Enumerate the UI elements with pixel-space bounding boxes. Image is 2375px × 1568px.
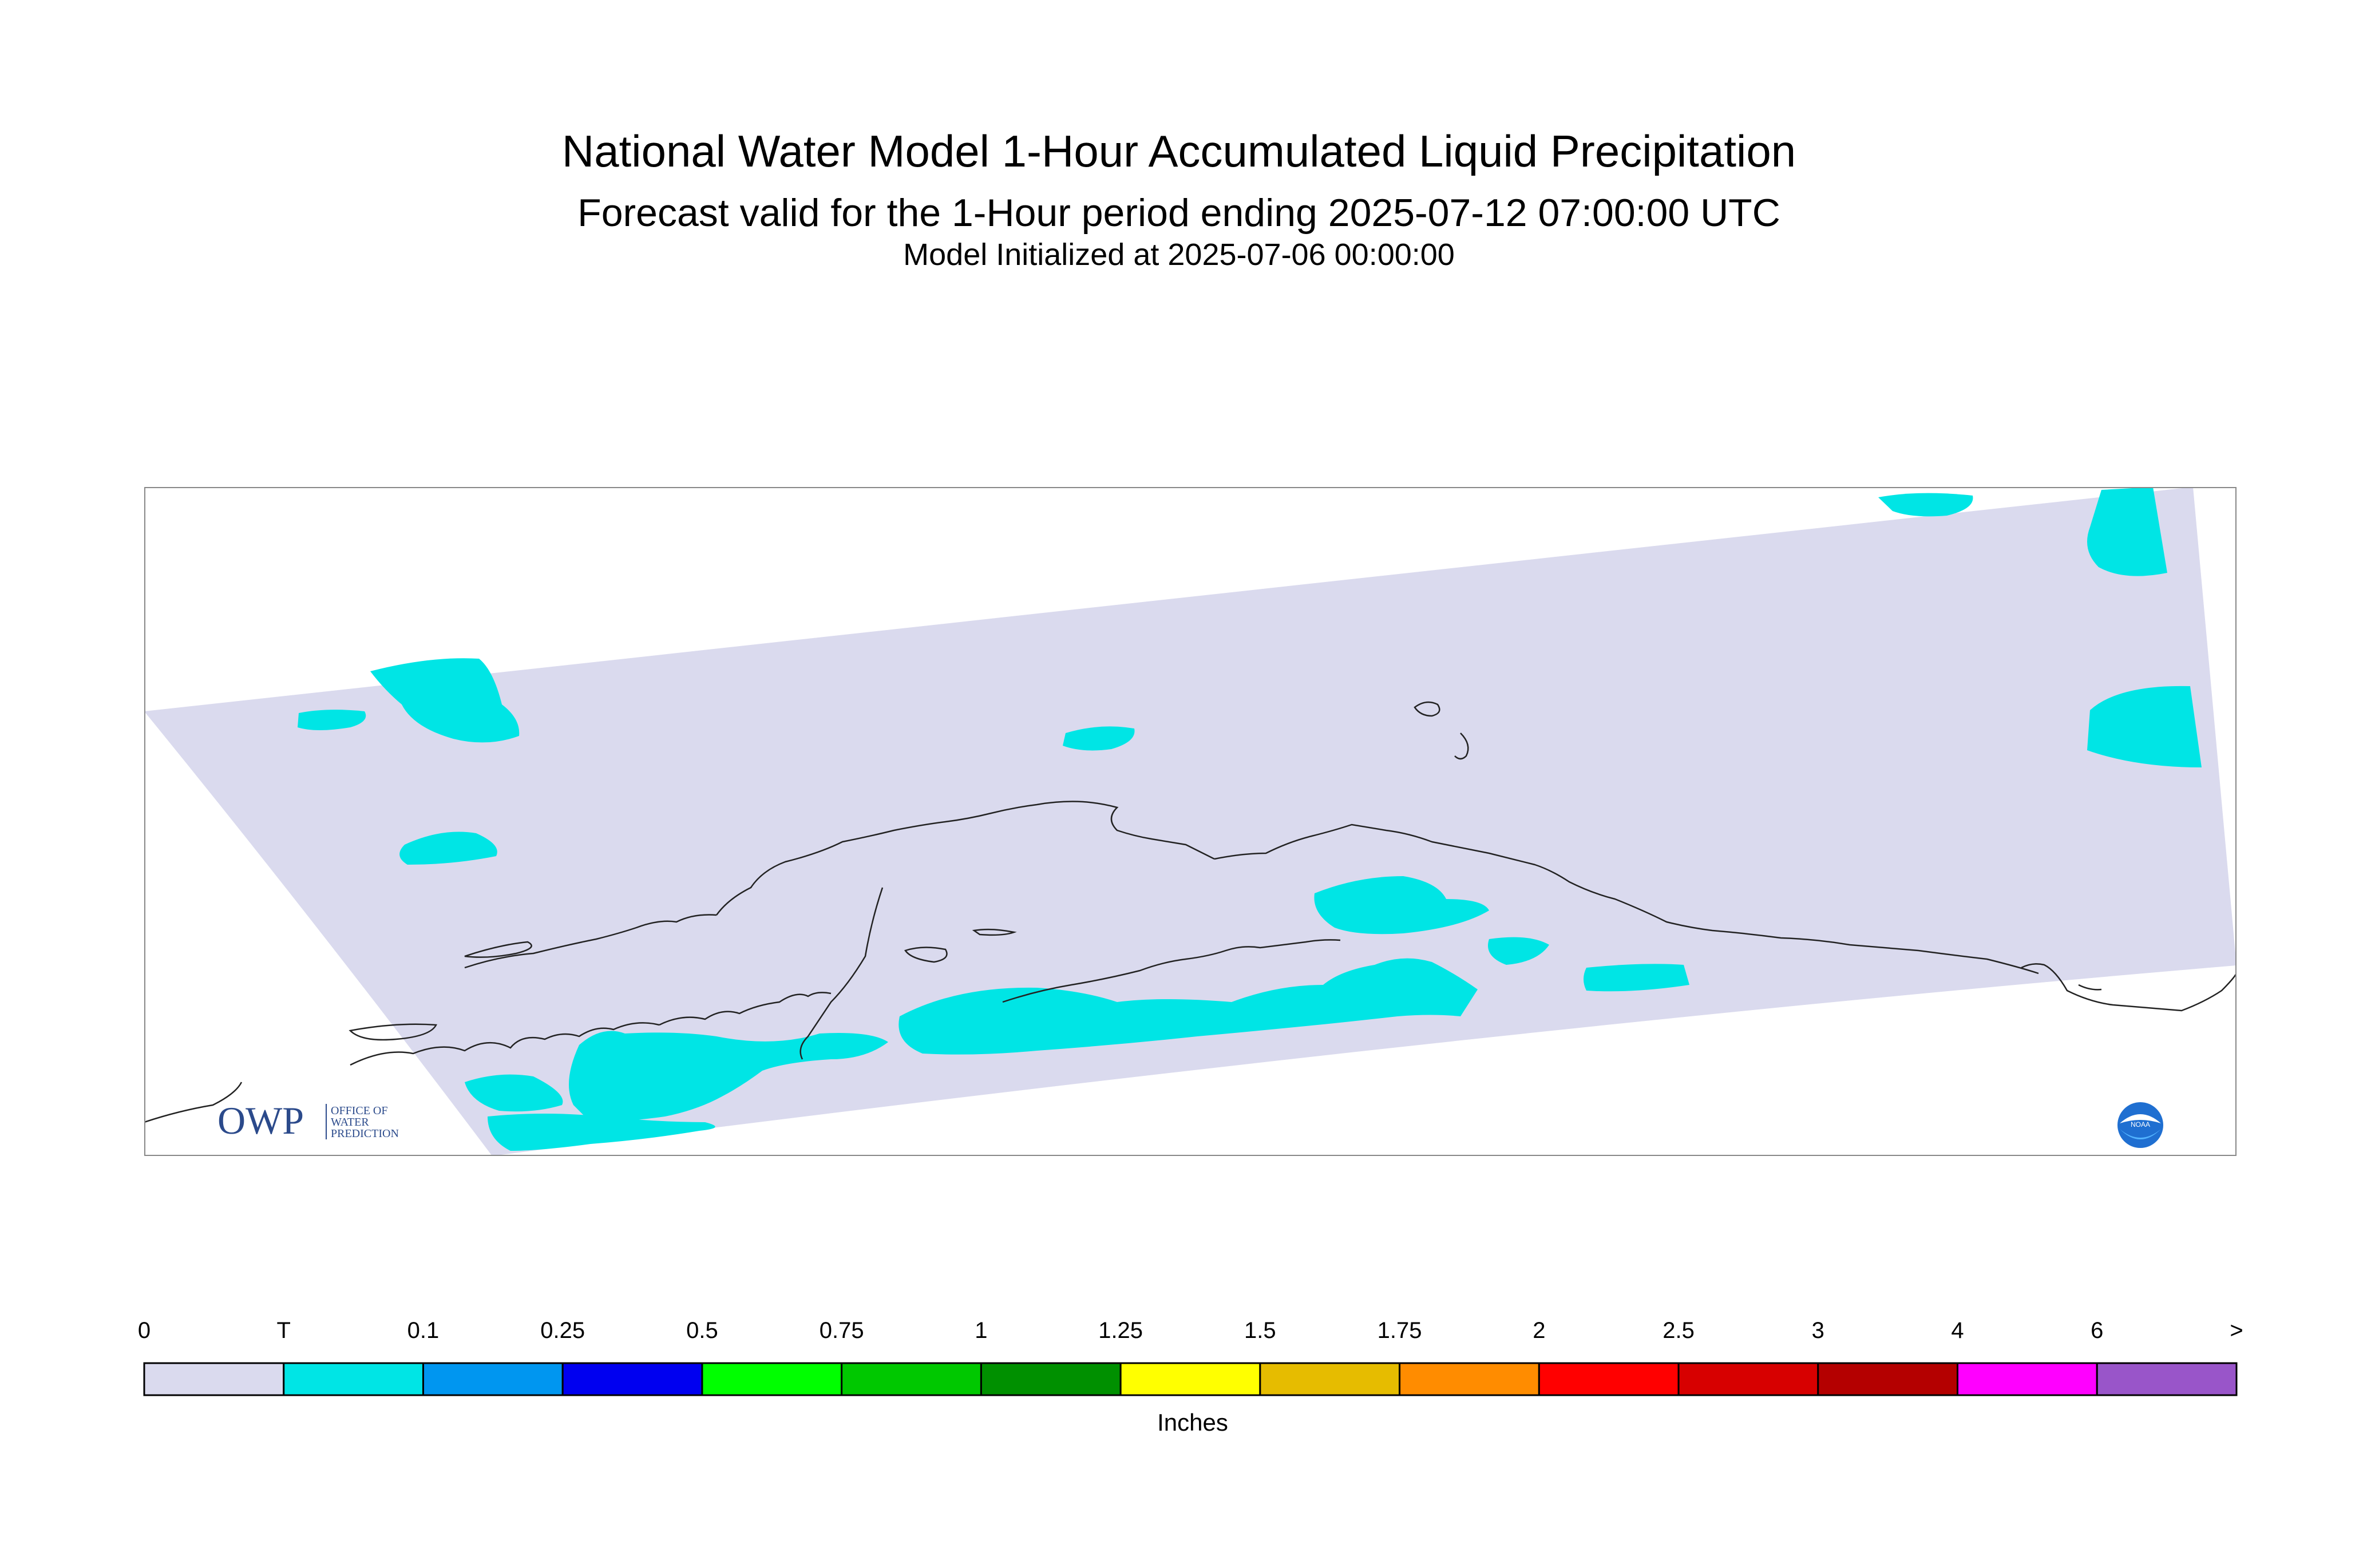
noaa-emblem-sea — [2120, 1129, 2161, 1139]
legend-tick-label: 1.25 — [1098, 1318, 1143, 1343]
legend-swatch — [1957, 1362, 2098, 1396]
coastline — [350, 1022, 660, 1066]
precip-area — [898, 958, 1478, 1055]
forecast-valid-subtitle: Forecast valid for the 1-Hour period end… — [577, 191, 1780, 235]
precipitation-map: OWP OFFICE OF WATER PREDICTION NOAA — [144, 487, 2237, 1156]
legend-swatch — [283, 1362, 424, 1396]
coastline — [464, 914, 717, 969]
coastline — [1214, 823, 2039, 975]
legend-tick-label: 0.5 — [686, 1318, 718, 1343]
owp-logo: OWP OFFICE OF WATER PREDICTION — [217, 1099, 399, 1142]
legend-tick-label: 0.75 — [819, 1318, 864, 1343]
precip-area — [1584, 964, 1689, 992]
owp-logo-line-3: PREDICTION — [331, 1127, 399, 1140]
legend-tick-label: 4 — [1951, 1318, 1964, 1343]
legend-tick-label: 2.5 — [1662, 1318, 1695, 1343]
noaa-emblem-text: NOAA — [2131, 1120, 2150, 1129]
precip-area — [298, 710, 366, 730]
legend-tick-label: 2 — [1533, 1318, 1546, 1343]
precip-area — [1878, 493, 1973, 517]
legend-swatch — [1538, 1362, 1680, 1396]
coastline — [1454, 732, 1469, 760]
legend-swatch — [980, 1362, 1122, 1396]
owp-logo-mark: OWP — [217, 1099, 304, 1142]
coastline — [972, 928, 1017, 936]
precip-area — [569, 1031, 888, 1122]
legend-swatch — [561, 1362, 703, 1396]
precip-area — [1314, 876, 1489, 935]
coastline — [349, 1023, 437, 1041]
owp-logo-line-2: WATER — [331, 1116, 369, 1129]
precip-area — [1488, 937, 1549, 965]
model-init-label: Model Initialized at 2025-07-06 00:00:00 — [903, 237, 1455, 272]
noaa-logo: NOAA — [2117, 1102, 2163, 1148]
precip-area — [2087, 487, 2167, 576]
map-title: National Water Model 1-Hour Accumulated … — [561, 126, 1796, 176]
coastline — [464, 941, 532, 958]
legend-swatch — [422, 1362, 564, 1396]
coastline — [1414, 701, 1440, 717]
legend-tick-label: 0 — [137, 1318, 151, 1343]
legend-swatch — [1119, 1362, 1261, 1396]
legend-tick-label: 1.75 — [1377, 1318, 1422, 1343]
legend-swatch — [841, 1362, 982, 1396]
precip-area — [465, 1074, 563, 1112]
coastlines — [144, 701, 2237, 1123]
legend-tick-label: > — [2230, 1318, 2243, 1343]
precip-area — [370, 658, 520, 743]
coastline — [1002, 939, 1341, 1003]
noaa-emblem-ring — [2117, 1102, 2163, 1148]
model-domain — [144, 487, 2237, 1156]
coastline — [2078, 984, 2102, 991]
legend-swatch — [1259, 1362, 1401, 1396]
legend-swatch — [1399, 1362, 1540, 1396]
precip-area — [488, 1114, 715, 1151]
noaa-emblem-bird — [2120, 1114, 2161, 1123]
legend-swatch — [2096, 1362, 2238, 1396]
precip-area — [2087, 686, 2202, 767]
legend-swatch — [1677, 1362, 1819, 1396]
legend-tick-label: T — [276, 1318, 291, 1343]
owp-logo-line-1: OFFICE OF — [331, 1104, 387, 1117]
trace-precip-areas — [298, 487, 2202, 1151]
coastline — [904, 947, 948, 963]
legend-swatch — [143, 1362, 285, 1396]
precip-area — [1063, 726, 1135, 751]
legend-tick-label: 6 — [2091, 1318, 2104, 1343]
legend-tick-label: 3 — [1811, 1318, 1824, 1343]
legend-tick-label: 0.1 — [407, 1318, 440, 1343]
legend-units: Inches — [1157, 1409, 1228, 1436]
legend-swatch — [701, 1362, 843, 1396]
legend-tick-label: 0.25 — [540, 1318, 585, 1343]
precip-area — [399, 831, 497, 865]
legend-tick-label: 1 — [975, 1318, 988, 1343]
legend-swatch — [1817, 1362, 1959, 1396]
coastline — [659, 992, 832, 1026]
legend-tick-label: 1.5 — [1244, 1318, 1276, 1343]
coastline — [2021, 963, 2237, 1012]
coastline — [715, 801, 1215, 916]
coastline — [144, 1082, 243, 1123]
interior-boundary — [799, 887, 884, 1060]
map-frame — [144, 487, 2237, 1156]
